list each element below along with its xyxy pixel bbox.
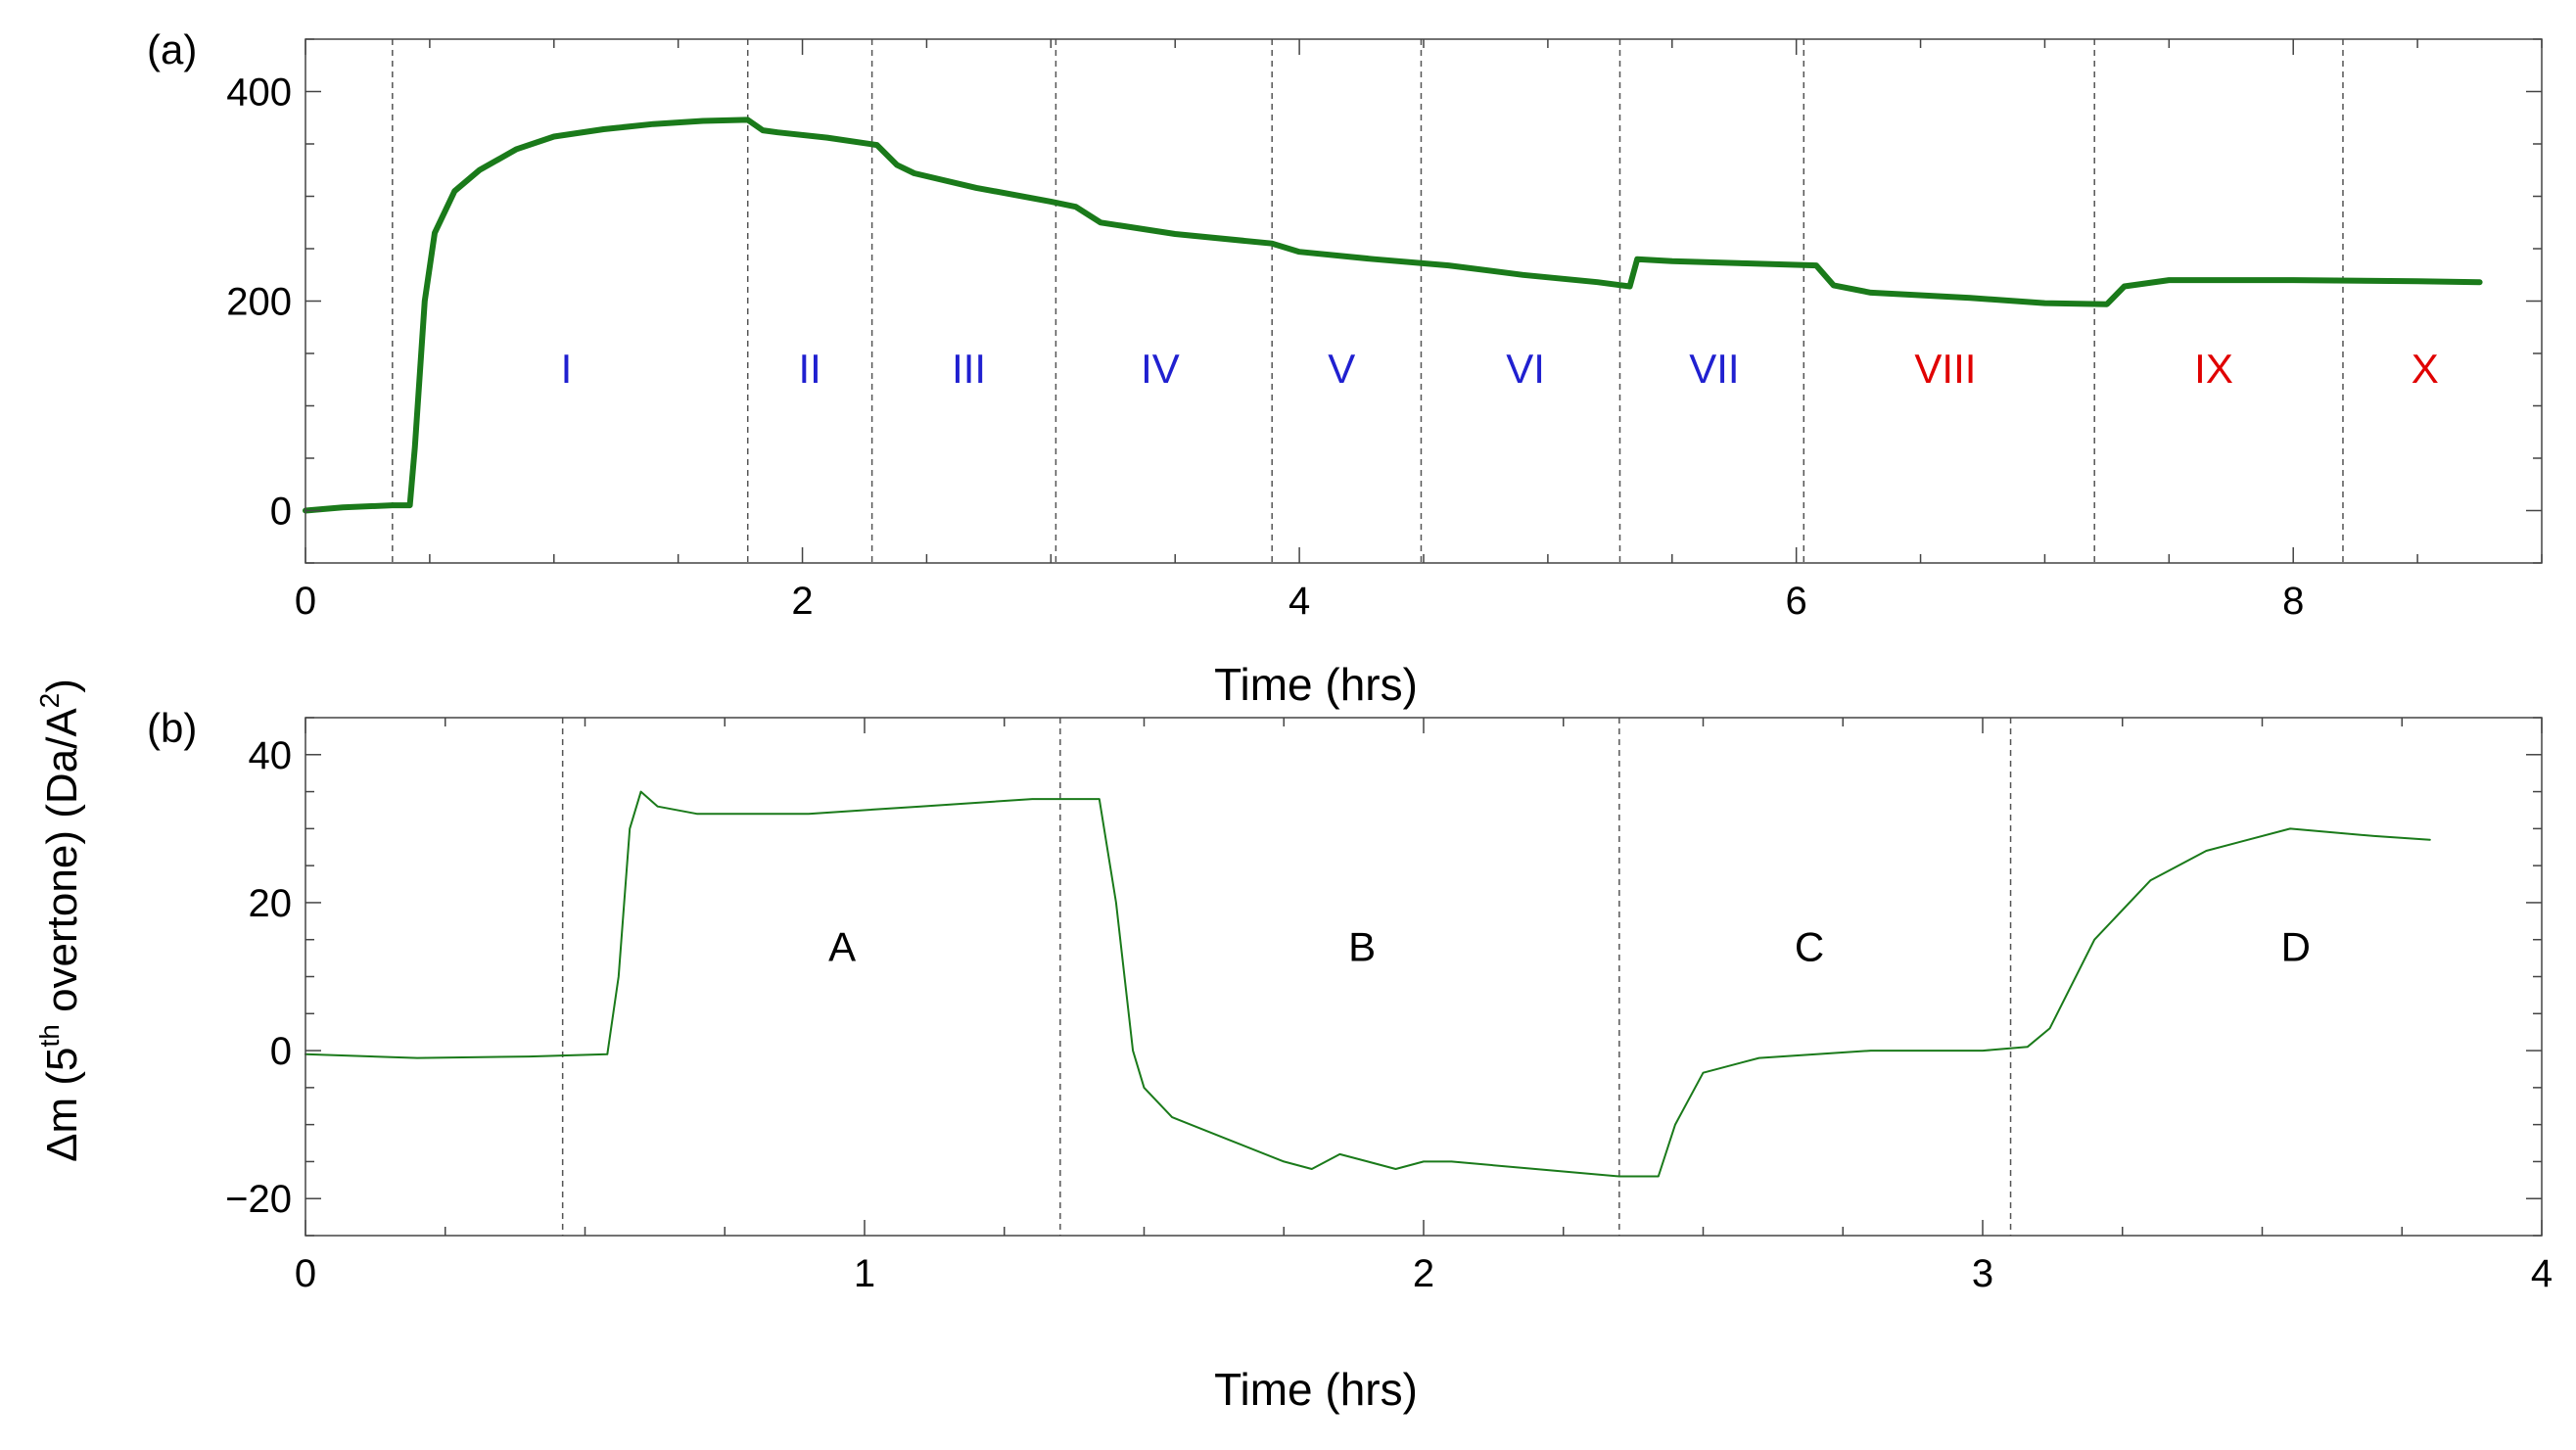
panel-b-frame: [304, 717, 2543, 1237]
panel-a-region-label-5: VI: [1506, 346, 1545, 392]
panel-a-series-line: [303, 117, 2483, 514]
panel-a-region-label-7: VIII: [1914, 346, 1976, 392]
panel-a-ytick-label: 200: [226, 281, 292, 324]
panel-b-xtick-label: 3: [1972, 1252, 1993, 1295]
shared-ylabel-sup2: 2: [34, 693, 65, 709]
panel-a-region-label-3: IV: [1141, 346, 1180, 392]
panel-a-region-label-0: I: [561, 346, 573, 392]
panel-a-xtick-label: 2: [791, 580, 813, 623]
shared-ylabel-main: Δm (5: [38, 1048, 86, 1162]
panel-b-ytick-label: 40: [249, 734, 293, 777]
panel-b-ytick-label: 20: [249, 882, 293, 925]
panel-b-region-label-3: D: [2281, 923, 2311, 969]
panel-a-frame: [304, 38, 2543, 564]
panel-a-region-label-1: II: [798, 346, 820, 392]
panel-a-region-label-4: V: [1328, 346, 1355, 392]
panel-a-ytick-label: 0: [270, 491, 292, 534]
panel-a-xlabel: Time (hrs): [1214, 659, 1418, 710]
panel-a-region-label-9: X: [2412, 346, 2439, 392]
panel-b-panel-label: (b): [147, 705, 197, 751]
panel-b-region-label-2: C: [1795, 923, 1824, 969]
panel-a-ytick-label: 400: [226, 71, 292, 115]
panel-b-xtick-label: 1: [854, 1252, 875, 1295]
panel-b-xtick-label: 4: [2531, 1252, 2553, 1295]
shared-ylabel-mid: overtone) (Da/A: [38, 708, 86, 1024]
panel-b-region-label-0: A: [828, 923, 856, 969]
panel-b-region-label-1: B: [1348, 923, 1376, 969]
shared-ylabel: Δm (5th overtone) (Da/A2): [34, 678, 86, 1162]
shared-ylabel-sup: th: [34, 1024, 65, 1047]
panel-b-series-line: [304, 790, 2431, 1178]
panel-b-ytick-label: −20: [225, 1178, 292, 1221]
panel-a-panel-label: (a): [147, 26, 197, 72]
panel-a-region-label-2: III: [952, 346, 986, 392]
shared-ylabel-end: ): [38, 678, 86, 693]
panel-a-xtick-label: 4: [1288, 580, 1310, 623]
panel-a-xtick-label: 8: [2282, 580, 2304, 623]
panel-b-ytick-label: 0: [270, 1030, 292, 1073]
panel-a-region-label-6: VII: [1689, 346, 1739, 392]
panel-a-xtick-label: 6: [1786, 580, 1807, 623]
panel-a-region-label-8: IX: [2194, 346, 2233, 392]
panel-b-xlabel: Time (hrs): [1214, 1364, 1418, 1415]
panel-b-xtick-label: 2: [1413, 1252, 1434, 1295]
panel-b-xtick-label: 0: [295, 1252, 316, 1295]
panel-a-xtick-label: 0: [295, 580, 316, 623]
